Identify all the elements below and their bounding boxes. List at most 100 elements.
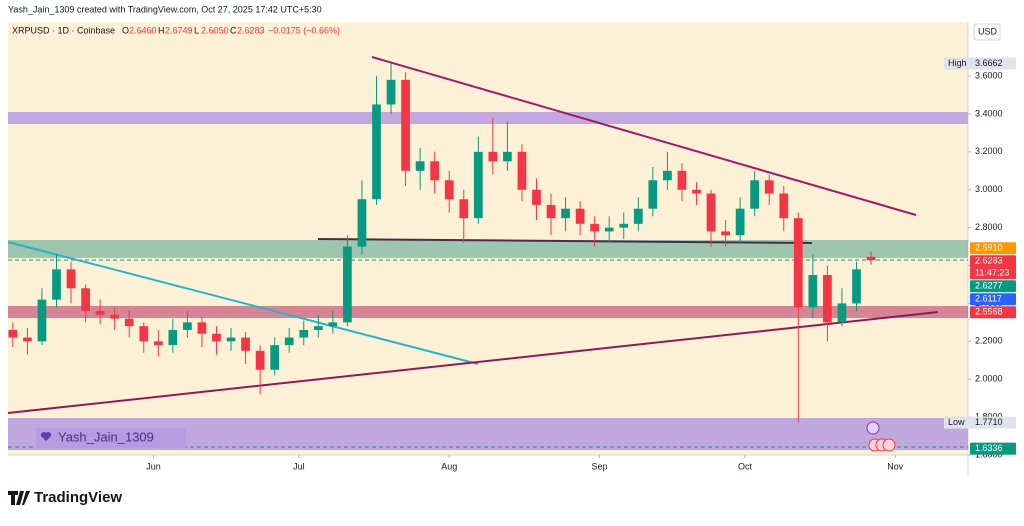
candle-body bbox=[124, 318, 134, 327]
candle-body bbox=[66, 269, 76, 289]
watermark: Yash_Jain_1309 bbox=[58, 429, 154, 444]
candle-body bbox=[328, 322, 338, 327]
neckline bbox=[317, 238, 813, 244]
candle-body bbox=[793, 218, 803, 308]
y-tick-label: 2.8000 bbox=[975, 222, 1003, 232]
watermark-box bbox=[36, 428, 186, 448]
candle-body bbox=[517, 151, 527, 190]
price-tag bbox=[970, 442, 1016, 455]
price-tag-title-box bbox=[944, 57, 970, 70]
y-tick-label: 3.0000 bbox=[975, 184, 1003, 194]
event-icon[interactable] bbox=[882, 438, 896, 452]
candle-body bbox=[284, 337, 294, 346]
price-tag-label: 2.5568 bbox=[975, 307, 1003, 317]
price-tag-label: 2.6277 bbox=[975, 281, 1003, 291]
candle-body bbox=[153, 341, 163, 346]
y-tick-label: 3.4000 bbox=[975, 108, 1003, 118]
candle-body bbox=[241, 337, 250, 351]
candle-body bbox=[110, 314, 120, 319]
candle-body bbox=[168, 329, 178, 346]
candle-body bbox=[866, 256, 876, 261]
legend-key: O bbox=[122, 25, 129, 35]
candle-body bbox=[226, 337, 236, 342]
event-icon[interactable] bbox=[866, 421, 880, 435]
price-tag bbox=[970, 57, 1016, 70]
x-tick-label: Jul bbox=[293, 461, 305, 471]
candle-body bbox=[444, 180, 454, 200]
candle-body bbox=[546, 204, 556, 219]
ohlc-legend: O 2.6460 H 2.6749 L 2.6050 C 2.6283 bbox=[122, 25, 265, 35]
candle-body bbox=[590, 223, 600, 232]
candle-body bbox=[663, 170, 672, 181]
price-axis bbox=[968, 22, 1018, 455]
y-tick-label: 3.6000 bbox=[975, 70, 1003, 80]
candle-body bbox=[633, 208, 643, 224]
candle-body bbox=[255, 350, 265, 370]
countdown: 11:47:23 bbox=[975, 268, 1009, 278]
candle-body bbox=[183, 322, 192, 330]
y-tick-label: 2.2000 bbox=[975, 336, 1003, 346]
price-tag-label: 1.7710 bbox=[975, 417, 1003, 427]
candle-body bbox=[604, 227, 614, 232]
candle-body bbox=[430, 161, 440, 181]
trend-line bbox=[371, 56, 917, 216]
legend-value: 2.6283 bbox=[237, 25, 265, 35]
currency: USD bbox=[978, 26, 998, 36]
price-tag-label: 1.6336 bbox=[975, 443, 1003, 453]
candle-body bbox=[692, 189, 701, 194]
candle-body bbox=[401, 79, 410, 171]
candles bbox=[8, 63, 876, 423]
heart-icon bbox=[40, 432, 52, 441]
candle-body bbox=[81, 288, 90, 312]
change: −0.0175 (−0.66%) bbox=[268, 25, 340, 35]
legend-value: 2.6050 bbox=[201, 25, 229, 35]
candle-body bbox=[270, 345, 280, 370]
price-tag bbox=[970, 242, 1016, 255]
candle-body bbox=[677, 170, 687, 190]
price-tag-label: 2.6283 bbox=[975, 256, 1003, 266]
candle-body bbox=[648, 180, 658, 209]
legend-key: C bbox=[230, 25, 237, 35]
candle-body bbox=[706, 193, 716, 232]
legend-value: 2.6749 bbox=[165, 25, 193, 35]
candle-body bbox=[488, 151, 498, 162]
candle-body bbox=[212, 333, 221, 342]
resistance-zone bbox=[8, 112, 968, 124]
x-tick-label: Sep bbox=[592, 461, 608, 471]
currency-box[interactable] bbox=[973, 23, 1001, 41]
candle-body bbox=[779, 193, 789, 219]
candle-body bbox=[575, 208, 585, 224]
candle-body bbox=[750, 180, 760, 209]
x-tick-label: Aug bbox=[441, 461, 457, 471]
candle-body bbox=[837, 303, 847, 323]
price-tag bbox=[970, 293, 1016, 306]
price-tag bbox=[970, 255, 1016, 280]
logo-icon bbox=[8, 491, 30, 505]
legend-key: H bbox=[158, 25, 165, 35]
legend-value: 2.6460 bbox=[129, 25, 157, 35]
candle-body bbox=[95, 311, 105, 315]
candle-body bbox=[823, 275, 832, 323]
candle-body bbox=[52, 269, 61, 300]
candle-body bbox=[561, 208, 570, 219]
y-tick-label: 2.0000 bbox=[975, 374, 1003, 384]
candle-body bbox=[8, 329, 18, 338]
price-tag bbox=[970, 416, 1016, 429]
candle-body bbox=[197, 322, 207, 334]
plot-background bbox=[8, 22, 968, 455]
candle-body bbox=[299, 329, 309, 338]
candle-body bbox=[139, 326, 149, 342]
y-tick-label: 3.2000 bbox=[975, 146, 1003, 156]
candle-body bbox=[372, 104, 381, 200]
legend-key: L bbox=[194, 25, 199, 35]
header-title: Yash_Jain_1309 created with TradingView.… bbox=[8, 4, 322, 14]
price-tag bbox=[970, 306, 1016, 319]
price-tag-title: Low bbox=[948, 417, 965, 427]
x-tick-label: Oct bbox=[738, 461, 753, 471]
trend-line bbox=[7, 311, 939, 414]
symbol: XRPUSD · 1D · Coinbase bbox=[12, 25, 115, 35]
brand: TradingView bbox=[34, 489, 122, 506]
price-tag-title-box bbox=[944, 416, 970, 429]
